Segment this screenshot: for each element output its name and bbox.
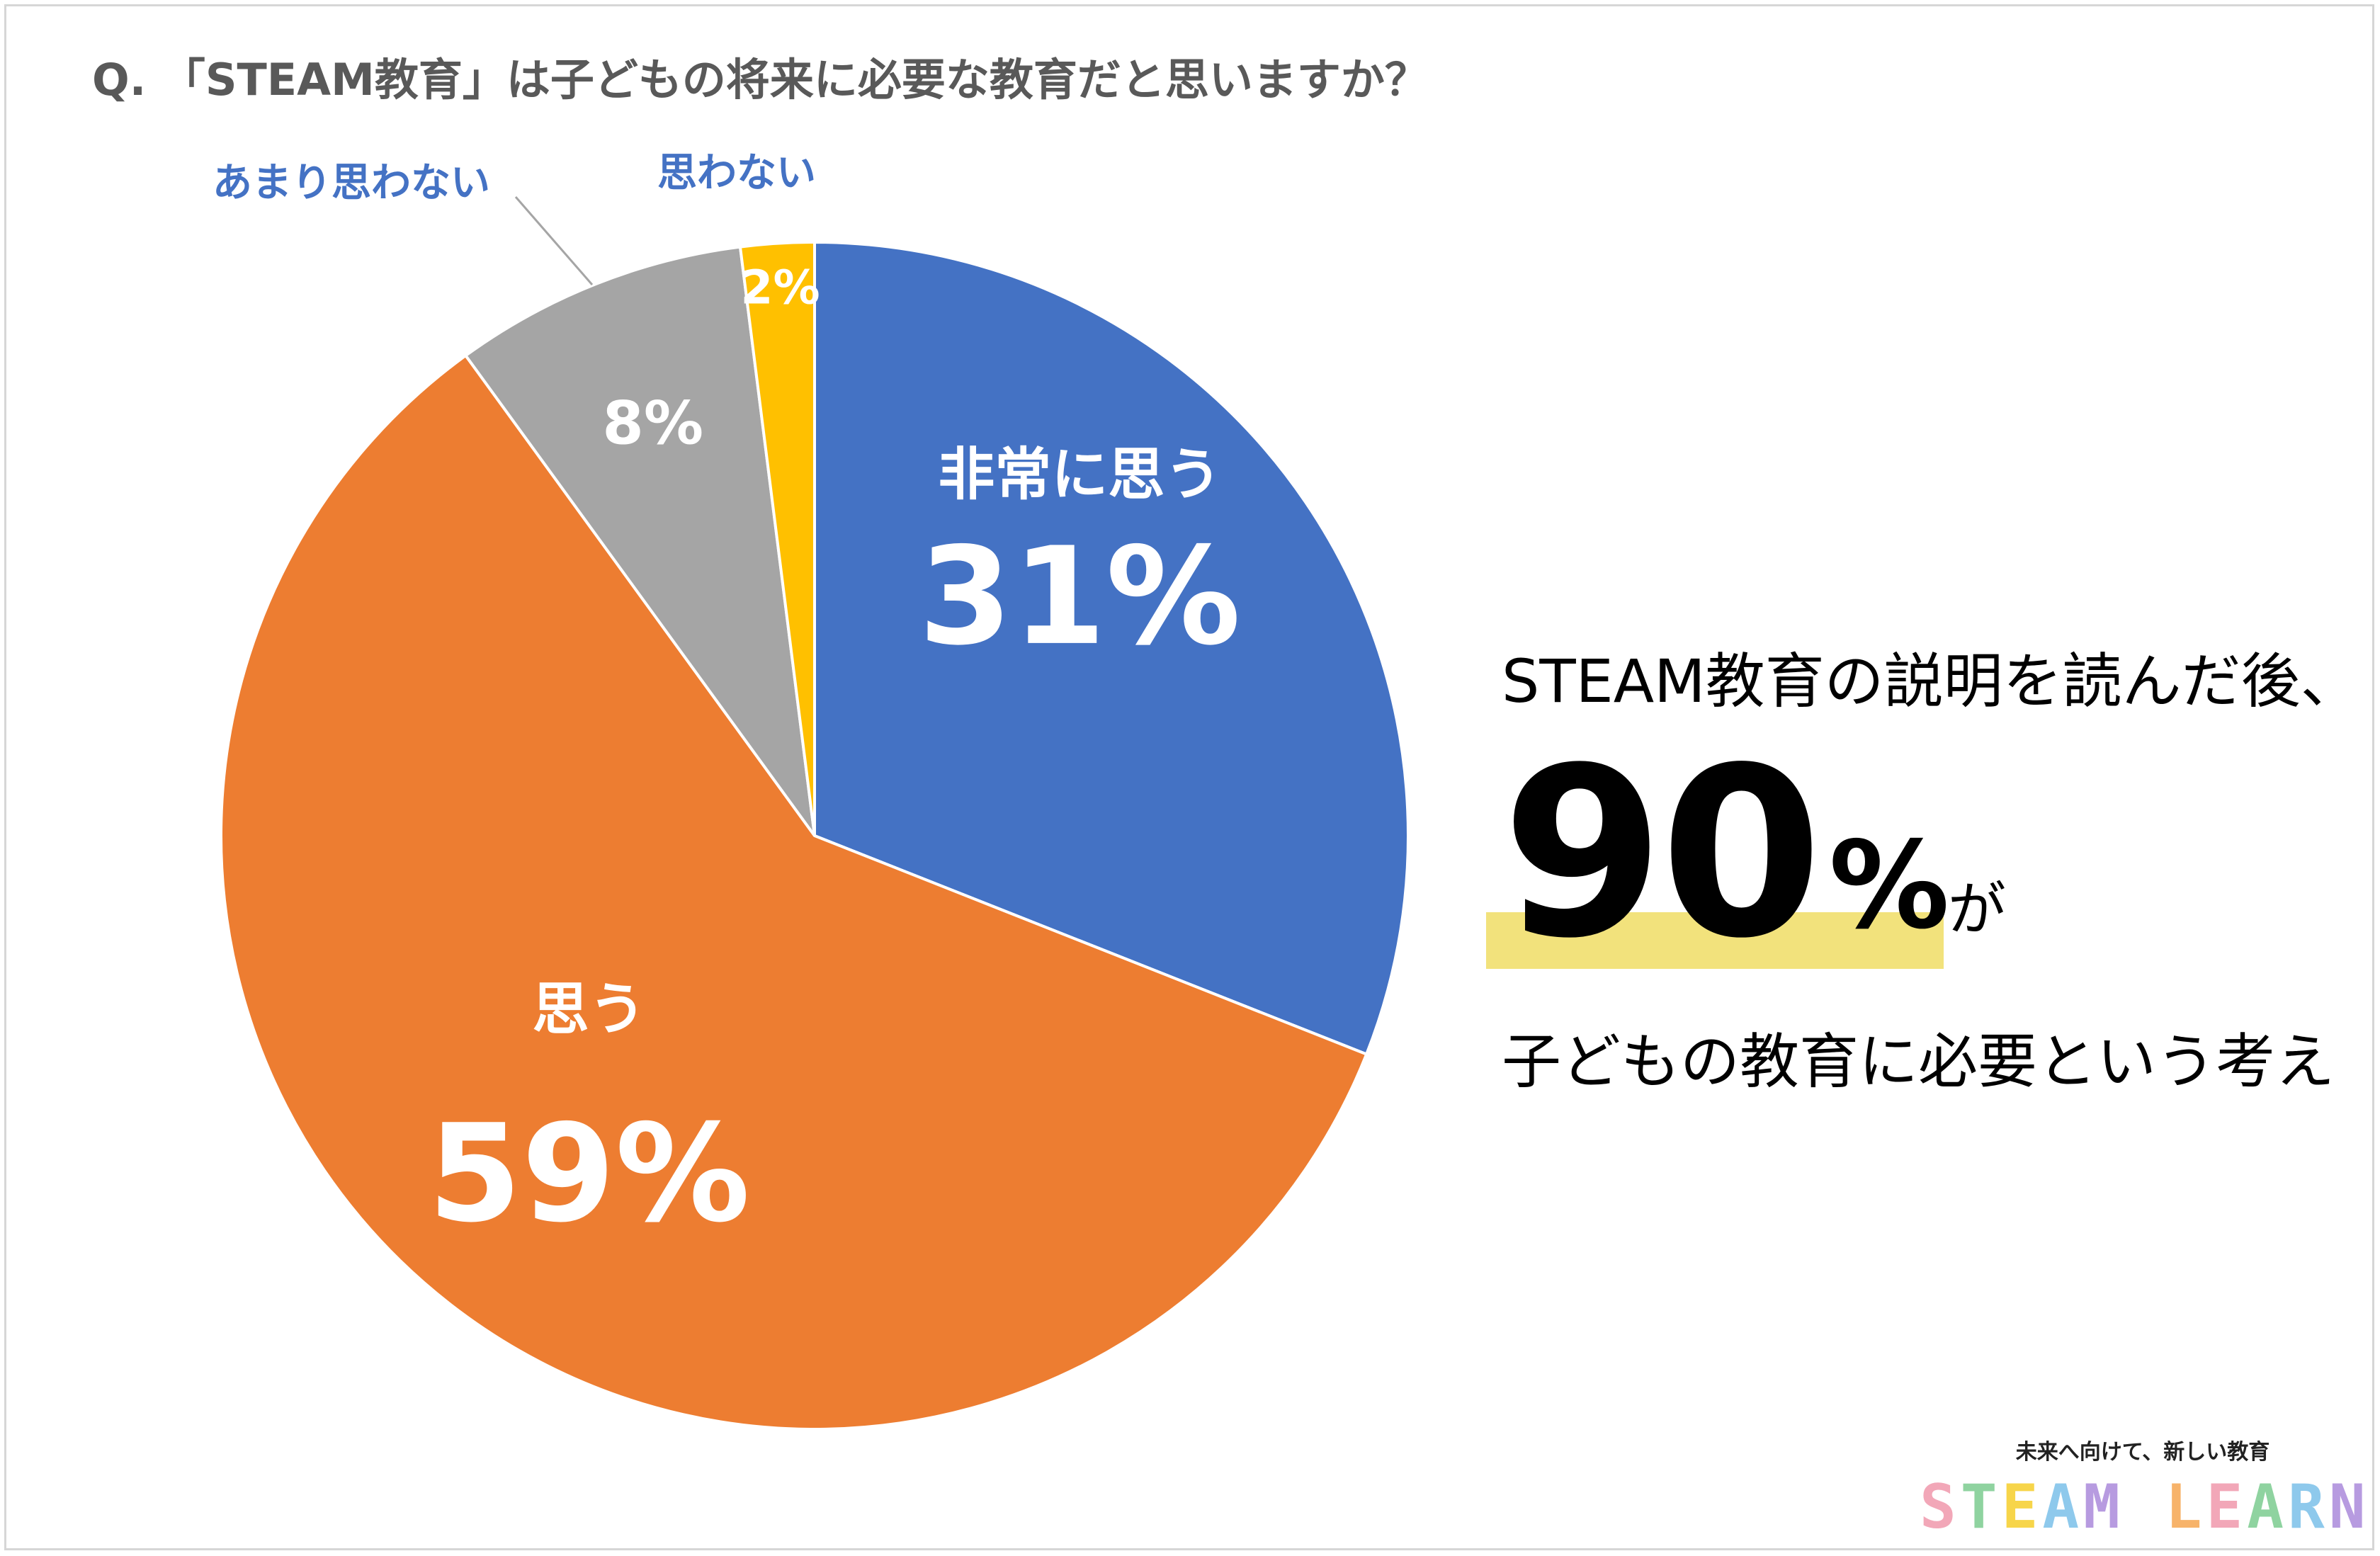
brand-letter-10: N: [2328, 1472, 2370, 1543]
chart-frame: [4, 4, 2374, 1550]
callout-line1: STEAM教育の説明を読んだ後、: [1502, 647, 2360, 716]
brand-letter-1: T: [1960, 1472, 2002, 1543]
slice-value-label-2: 8%: [602, 388, 703, 458]
pie-slice-0: [813, 240, 1410, 1057]
pie-slice-3: [738, 240, 816, 836]
callout-suffix: が: [1948, 876, 2007, 943]
chart-title: Q. 「STEAM教育」は子どもの将来に必要な教育だと思いますか？: [92, 54, 1429, 106]
brand-letter-2: E: [2001, 1472, 2043, 1543]
brand-letter-8: A: [2247, 1472, 2289, 1543]
brand-letter-4: M: [2083, 1472, 2124, 1543]
brand-tagline: 未来へ向けて、新しい教育: [2015, 1440, 2270, 1465]
brand-letter-0: S: [1920, 1472, 1961, 1543]
brand-letter-3: A: [2042, 1472, 2084, 1543]
slice-value-label-3: 2%: [741, 261, 820, 315]
callout-line3: 子どもの教育に必要という考え: [1502, 1027, 2335, 1096]
brand-letter-9: R: [2288, 1472, 2329, 1543]
brand-block: 未来へ向けて、新しい教育 STEAM LEARN: [1920, 1434, 2366, 1538]
pie-slice-2: [463, 245, 816, 837]
slice-category-label-3: 思わない: [657, 150, 816, 196]
highlight-marker: [1486, 912, 1944, 969]
brand-letter-6: L: [2165, 1472, 2206, 1543]
slice-category-label-1: 思う: [533, 977, 646, 1043]
leader-line-2: [514, 196, 594, 285]
slice-value-label-0: 31%: [919, 518, 1241, 675]
callout-big-value: 90: [1502, 717, 1823, 989]
callout-big-unit: %: [1829, 816, 1950, 956]
brand-logo: STEAM LEARN: [1920, 1477, 2366, 1538]
brand-letter-5: [2124, 1477, 2165, 1538]
slice-value-label-1: 59%: [428, 1096, 750, 1252]
brand-letter-7: E: [2206, 1472, 2248, 1543]
slice-category-label-0: 非常に思う: [938, 442, 1221, 508]
slice-category-label-2: あまり思わない: [212, 160, 490, 206]
pie-slice-1: [220, 353, 1368, 1431]
